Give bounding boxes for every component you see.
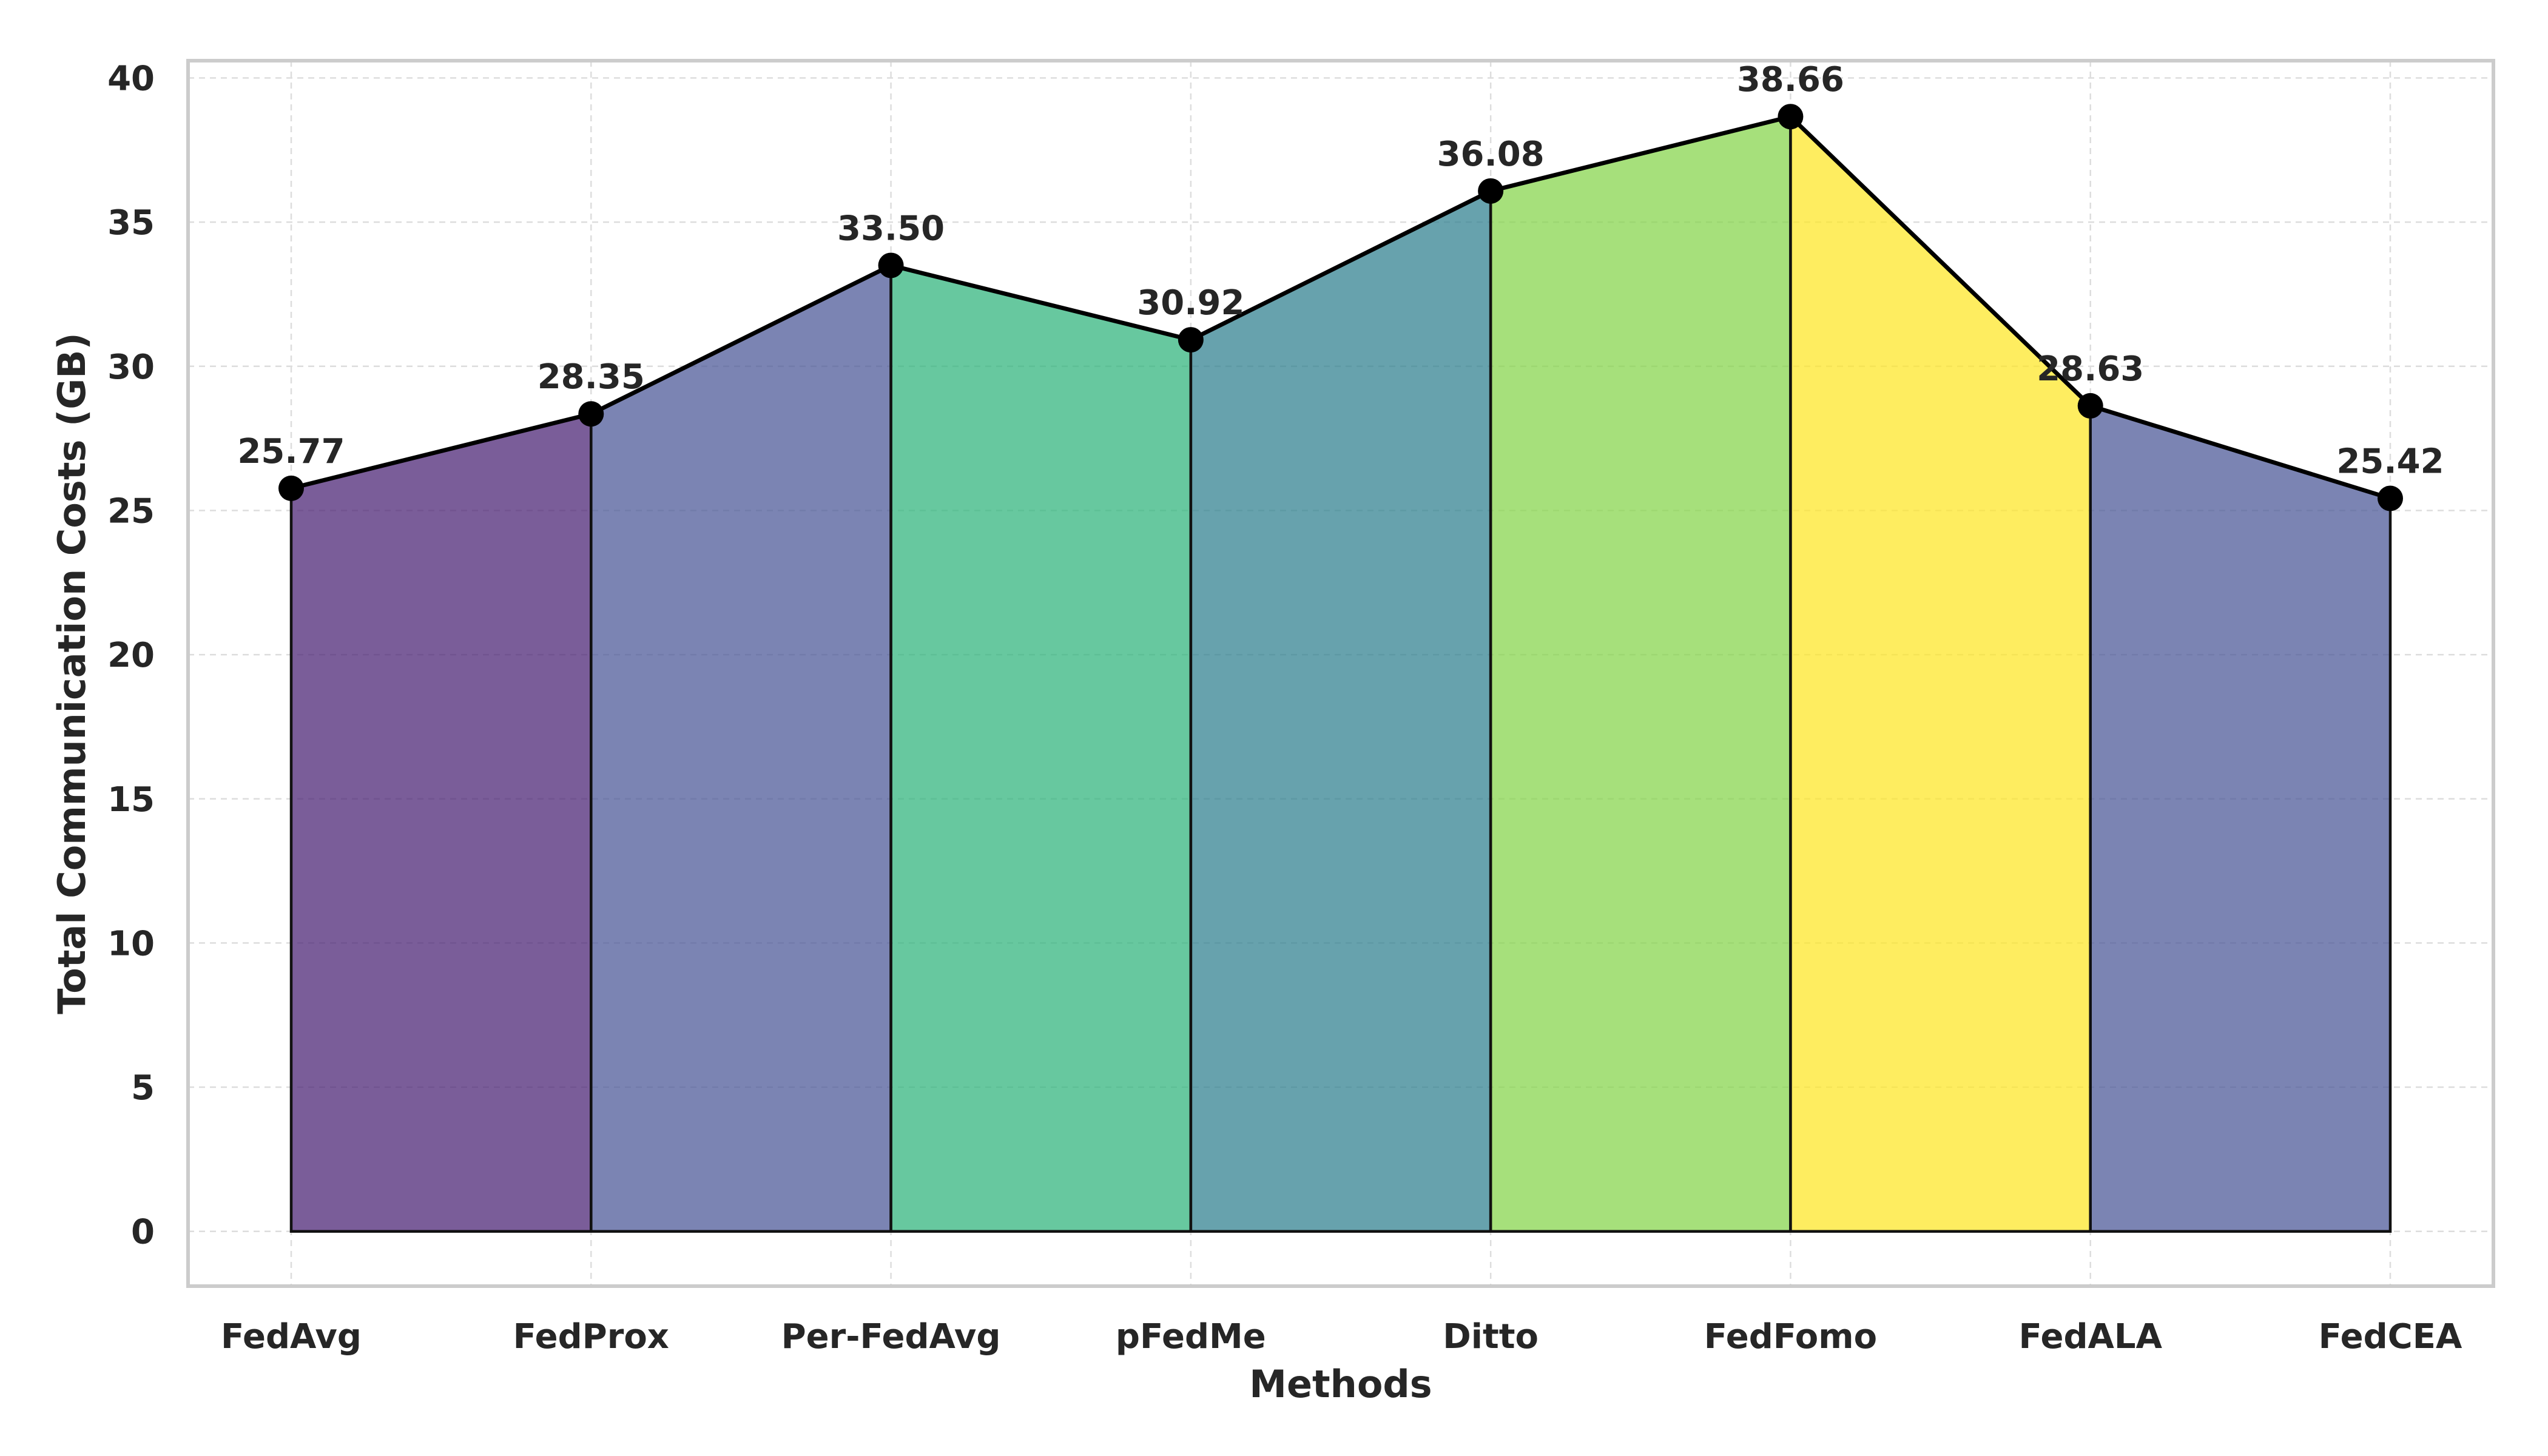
y-tick-label: 40 [107, 59, 155, 99]
x-tick-label: FedAvg [221, 1317, 362, 1357]
data-point [578, 401, 604, 427]
data-label: 38.66 [1737, 60, 1844, 99]
data-labels: 25.77 28.35 33.50 30.92 36.08 38.66 28.63 25.42 [237, 60, 2444, 481]
series-line [291, 114, 2391, 500]
x-tick-labels: FedAvg FedProx Per-FedAvg pFedMe Ditto FedFom… [221, 1317, 2462, 1357]
y-tick-labels: 0 5 10 15 20 25 30 35 40 [107, 59, 155, 1252]
x-tick-label: Ditto [1443, 1317, 1539, 1357]
y-tick-label: 10 [107, 924, 155, 963]
x-tick-label: FedFomo [1704, 1317, 1877, 1357]
area-segment [590, 263, 892, 1233]
x-tick-label: Per-FedAvg [781, 1317, 1001, 1357]
area-segment [289, 412, 593, 1233]
series-line-path [291, 114, 2391, 500]
y-tick-label: 25 [107, 491, 155, 531]
data-points [278, 104, 2403, 511]
x-tick-label: FedCEA [2319, 1317, 2462, 1357]
area-segment [889, 263, 1193, 1233]
data-label: 30.92 [1137, 283, 1244, 323]
y-tick-label: 35 [107, 203, 155, 243]
y-tick-label: 5 [131, 1068, 155, 1108]
data-label: 25.42 [2336, 442, 2444, 481]
area-segment [2089, 403, 2392, 1233]
data-point [2378, 485, 2403, 511]
data-point [878, 252, 904, 278]
y-tick-label: 15 [107, 780, 155, 820]
area-segment [1189, 189, 1492, 1233]
area-segment [1489, 115, 1792, 1233]
data-label: 28.63 [2037, 349, 2144, 389]
x-axis-title: Methods [1249, 1362, 1432, 1406]
area-segments [289, 113, 2392, 1233]
data-label: 36.08 [1437, 135, 1545, 174]
x-tick-label: FedProx [513, 1317, 669, 1357]
y-tick-label: 30 [107, 348, 155, 387]
data-point [1778, 104, 1804, 130]
y-axis-title: Total Communication Costs (GB) [50, 332, 94, 1014]
x-tick-label: pFedMe [1116, 1317, 1266, 1357]
plot-frame [186, 59, 2495, 1288]
data-label: 25.77 [237, 432, 345, 471]
x-tick-label: FedALA [2019, 1317, 2163, 1357]
data-point [1478, 178, 1504, 204]
y-tick-label: 0 [131, 1213, 155, 1252]
data-point [1178, 327, 1204, 353]
data-point [278, 475, 304, 501]
data-label: 33.50 [837, 209, 945, 248]
y-tick-label: 20 [107, 636, 155, 675]
data-point [2077, 393, 2103, 419]
data-label: 28.35 [538, 357, 645, 397]
